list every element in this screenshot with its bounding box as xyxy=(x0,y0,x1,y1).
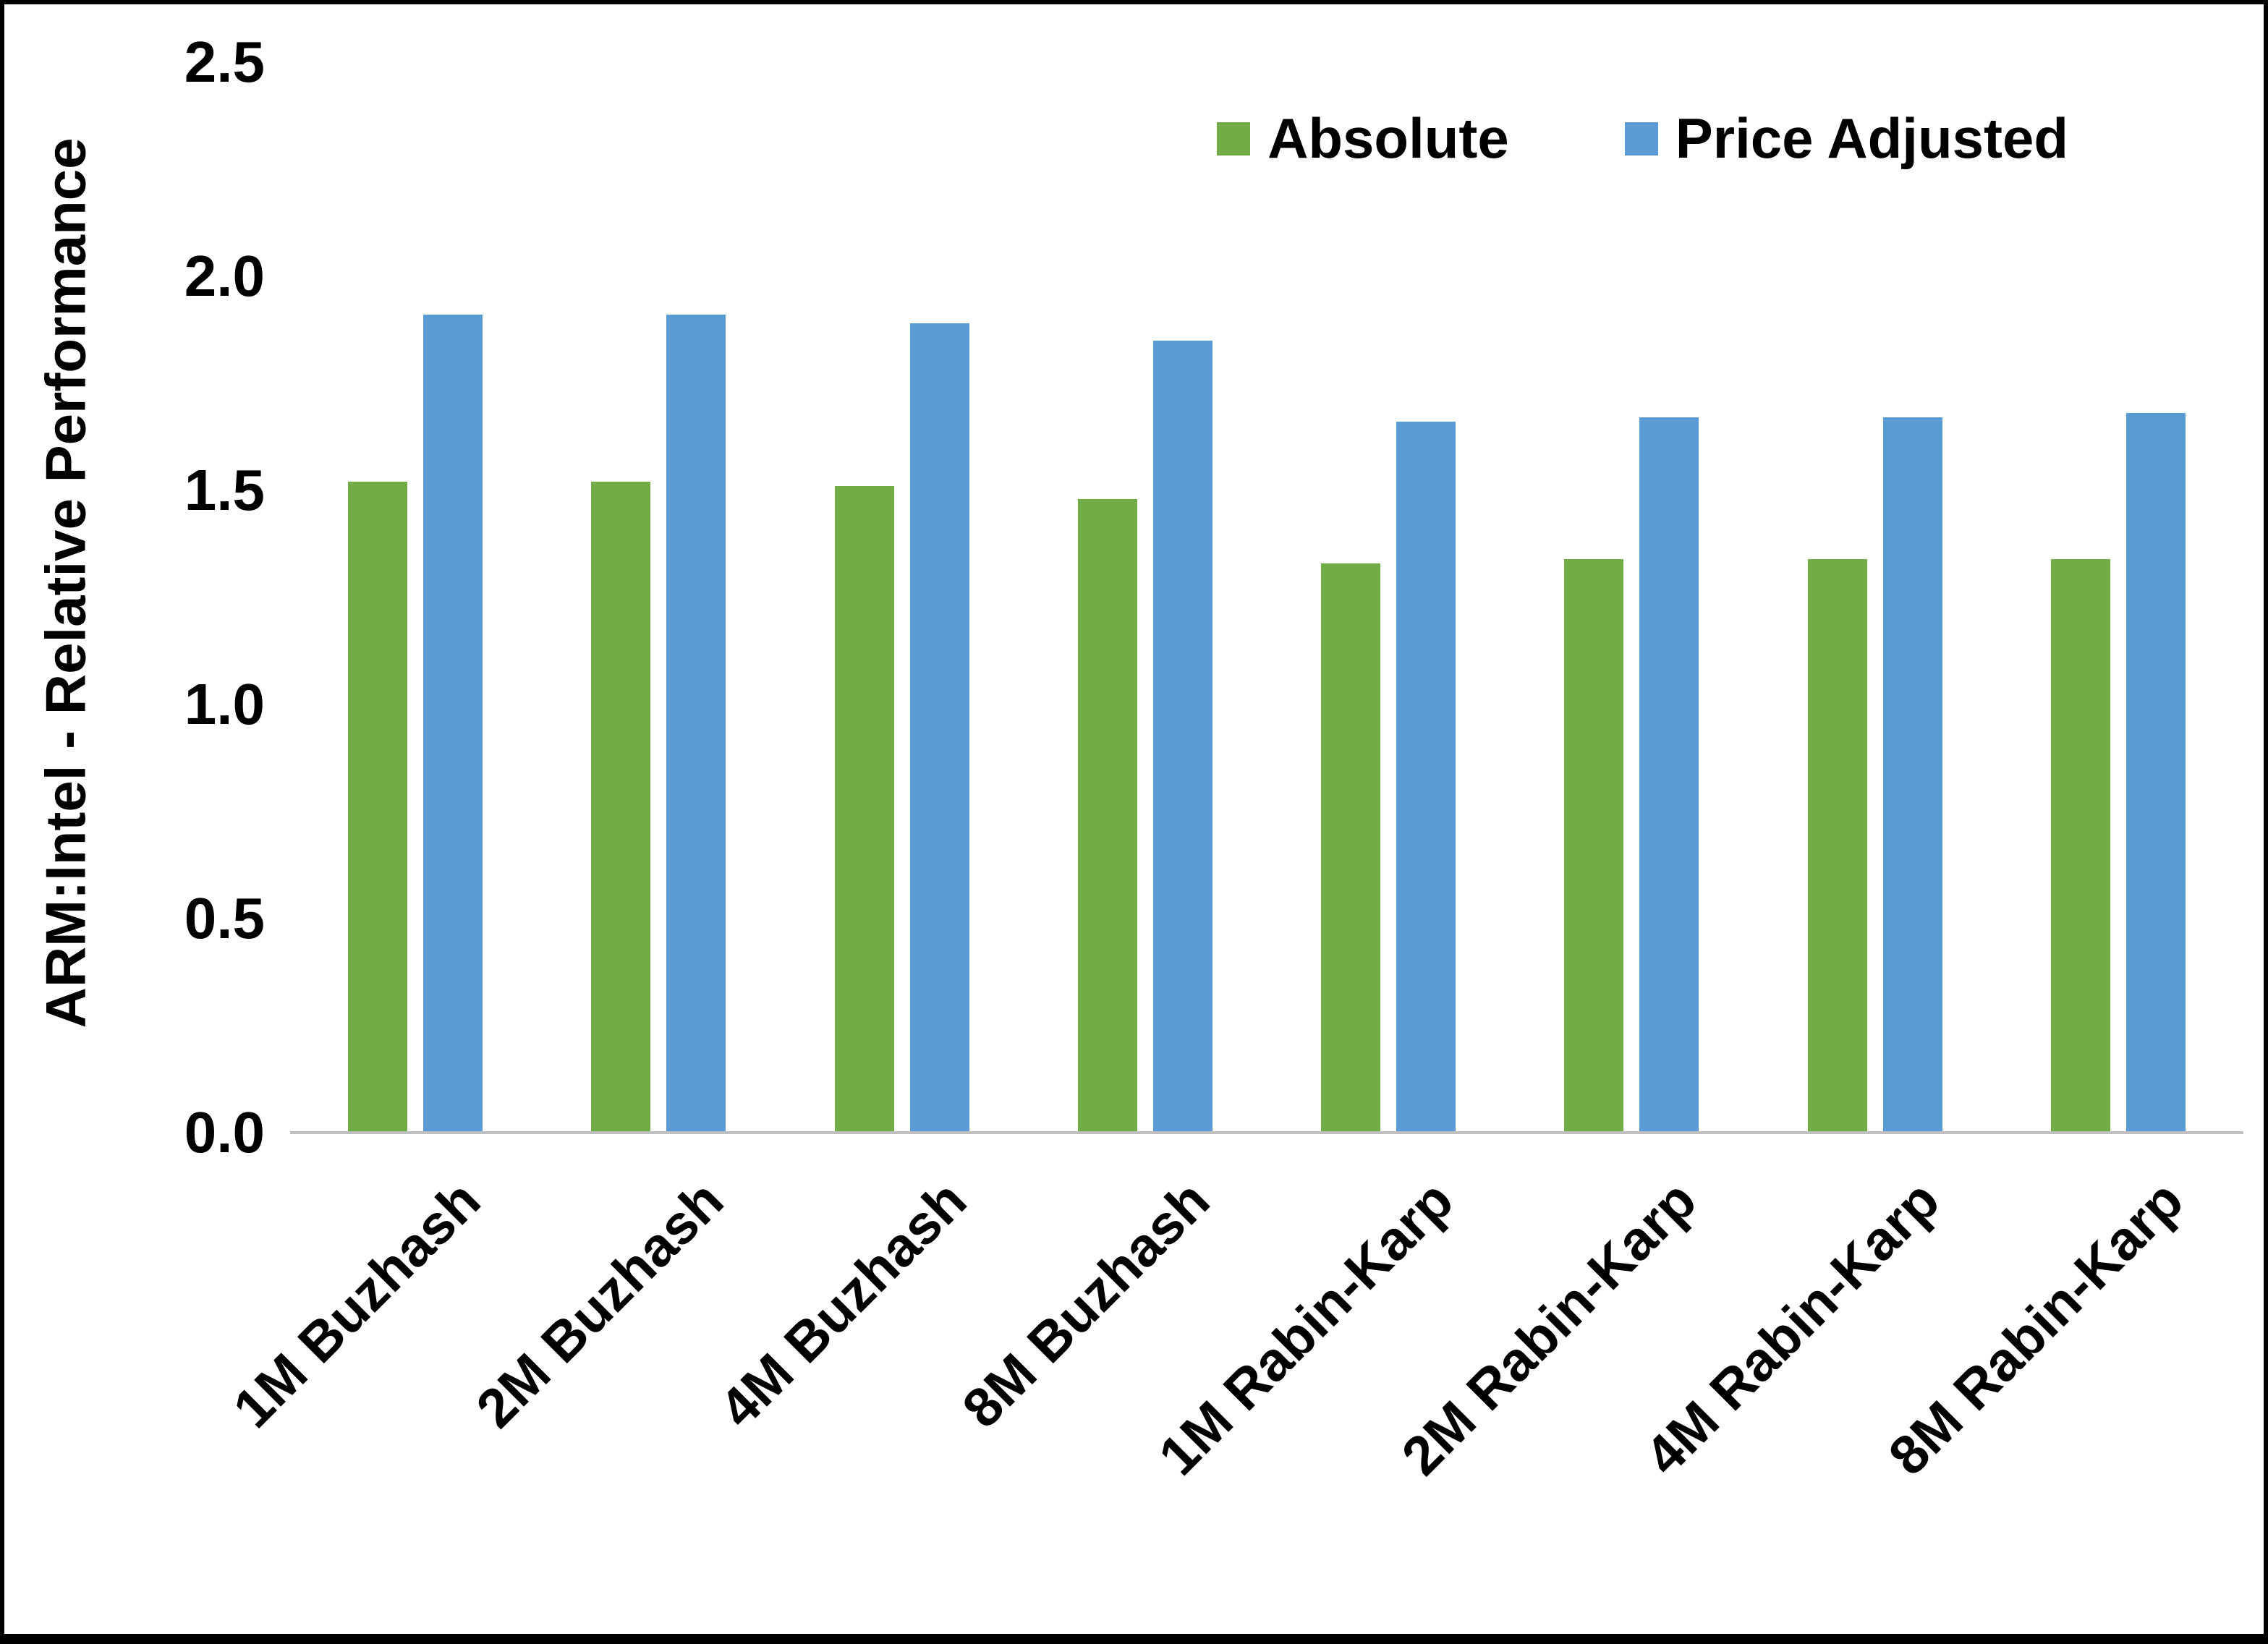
x-axis-tick-labels: 1M Buzhash 2M Buzhash 4M Buzhash 8M Buzhash… xyxy=(221,1154,2240,1632)
bar-group xyxy=(781,62,1024,1133)
legend-item-price-adjusted: Price Adjusted xyxy=(1624,106,2068,171)
y-axis-tick-labels: 0.0 0.5 1.0 1.5 2.0 2.5 xyxy=(4,4,265,1634)
bar xyxy=(1639,417,1699,1133)
bar xyxy=(1152,341,1212,1133)
chart-legend: Absolute Price Adjusted xyxy=(1217,106,2068,171)
bar xyxy=(423,315,483,1133)
plot-area xyxy=(294,62,2240,1133)
y-tick-label: 0.5 xyxy=(184,886,265,950)
bar-group xyxy=(1024,62,1267,1133)
bar xyxy=(591,482,651,1133)
bar-group xyxy=(537,62,780,1133)
bar-group xyxy=(294,62,537,1133)
legend-swatch-price-adjusted xyxy=(1624,122,1658,156)
bar xyxy=(1321,563,1381,1133)
bar xyxy=(666,315,726,1133)
legend-item-absolute: Absolute xyxy=(1217,106,1509,171)
bar xyxy=(1882,417,1942,1133)
y-tick-label: 2.5 xyxy=(184,30,265,94)
bar xyxy=(1564,559,1624,1133)
bar xyxy=(1077,499,1137,1133)
bar-group xyxy=(1510,62,1753,1133)
bar xyxy=(1807,559,1867,1133)
y-tick-label: 1.0 xyxy=(184,672,265,736)
y-tick-label: 1.5 xyxy=(184,458,265,522)
bar-group xyxy=(1267,62,1510,1133)
bar-group xyxy=(1997,62,2240,1133)
bar-group xyxy=(1754,62,1997,1133)
bar xyxy=(834,486,894,1133)
bar xyxy=(909,323,969,1133)
x-axis-baseline xyxy=(290,1131,2243,1134)
y-tick-label: 2.0 xyxy=(184,244,265,308)
y-tick-label: 0.0 xyxy=(184,1100,265,1164)
x-tick-label: 8M Buzhash xyxy=(951,1169,1222,1440)
bar xyxy=(348,482,408,1133)
legend-swatch-absolute xyxy=(1217,122,1251,156)
x-tick-label: 2M Buzhash xyxy=(464,1169,736,1440)
legend-label-price-adjusted: Price Adjusted xyxy=(1675,106,2068,170)
legend-label-absolute: Absolute xyxy=(1267,106,1509,170)
bar xyxy=(2050,559,2110,1133)
bar xyxy=(1396,422,1456,1133)
x-tick-label: 4M Buzhash xyxy=(708,1169,979,1440)
bar xyxy=(2125,413,2186,1133)
